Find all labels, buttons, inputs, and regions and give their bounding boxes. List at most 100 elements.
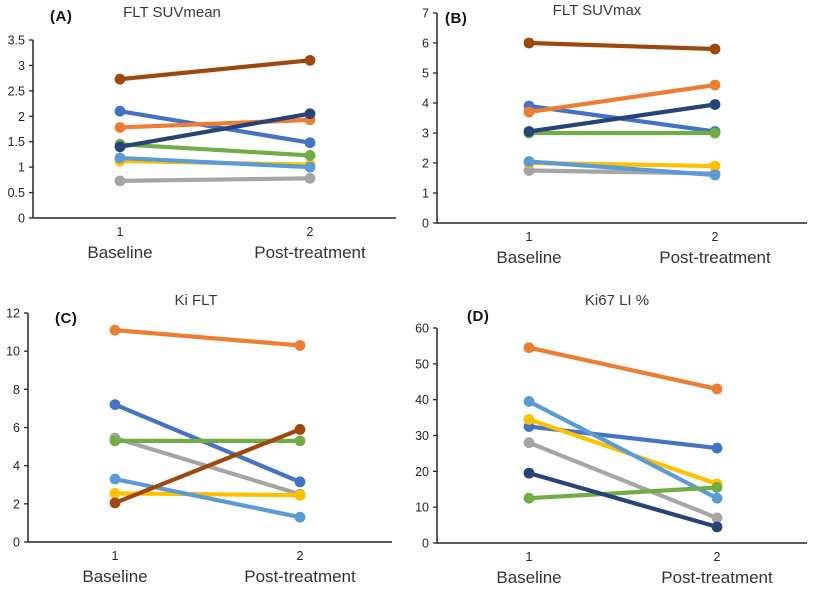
chart-title-a: FLT SUVmean [123,4,221,21]
data-point [294,340,306,351]
data-point [114,122,126,133]
y-tick-label: 3.5 [8,34,25,48]
series-line [112,402,303,484]
y-tick-label: 2.5 [8,84,25,98]
panel-a: (A) FLT SUVmean 0 0.5 1 1.5 2 2.5 3 3.5 1 2 Baseli… [0,0,407,290]
data-point [304,54,316,66]
chart-title-d: Ki67 LI % [584,292,650,309]
data-point [523,156,535,167]
y-tick-label: 1 [422,187,429,201]
series-blue [109,399,306,488]
data-point [523,126,535,137]
data-point [109,399,121,410]
series-navy [523,467,723,533]
data-point [523,492,535,504]
series-brown [114,54,316,85]
data-point [709,99,721,110]
series-line [117,142,313,158]
data-point [711,512,723,524]
series-brown [523,37,721,55]
data-point [294,476,306,488]
data-point [523,165,535,176]
data-point [711,383,723,395]
x-category-label: Post-treatment [254,243,366,262]
series-orange [523,342,723,395]
series-light-blue [109,473,306,523]
y-tick-label: 4 [422,97,429,111]
data-point [114,73,126,85]
y-tick-label: 7 [422,7,429,21]
y-tick-label: 30 [415,429,429,443]
series-line [117,58,313,82]
panel-label-b: (B) [445,10,468,27]
data-point [109,473,121,485]
series-line [117,176,313,183]
y-tick-label: 3 [18,59,25,73]
y-tick-label: 12 [6,307,20,321]
series-line [526,102,718,134]
series-line [526,471,720,529]
data-point [709,160,721,172]
data-point [114,152,126,164]
y-tick-label: 20 [415,465,429,479]
data-point [304,161,316,173]
series-line [526,485,720,501]
y-tick-label: 1 [18,161,25,175]
data-point [114,105,126,117]
y-tick-label: 4 [13,459,20,473]
data-point [711,521,723,533]
panel-label-c: (C) [55,310,78,327]
y-tick-label: 10 [415,501,429,515]
data-point [304,108,316,120]
x-category-label: Baseline [82,567,147,586]
series-light-blue [114,152,316,173]
panel-c: (C) Ki FLT 0 2 4 6 8 10 12 1 2 Baseline Post-treat… [0,290,407,592]
x-tick-label: 2 [297,549,304,563]
panel-b: (B) FLT SUVmax 0 1 2 3 4 5 6 7 1 2 Baseline Post-tr… [407,0,814,290]
data-point [523,437,535,449]
y-tick-label: 60 [415,322,429,336]
data-point [294,489,306,501]
series-line [112,427,303,505]
series-line [526,159,718,178]
series-navy [114,108,316,153]
x-category-label: Baseline [496,568,561,587]
data-point [711,492,723,504]
chart-title-c: Ki FLT [174,292,218,309]
data-point [109,497,121,509]
series-green [523,482,723,504]
y-tick-label: 3 [422,127,429,141]
y-tick-label: 5 [422,67,429,81]
x-tick-label: 2 [307,225,314,239]
series-brown [109,424,306,509]
y-tick-label: 40 [415,393,429,407]
data-point [523,342,535,354]
series-blue [114,105,316,149]
data-point [294,424,306,435]
panel-d: (D) Ki67 LI % 0 10 20 30 40 50 60 1 2 Baseline Pos… [407,290,814,592]
chart-plot-b: 0 1 2 3 4 5 6 7 1 2 Baseline Post-treatment [422,7,807,267]
x-category-label: Baseline [87,243,152,262]
data-point [114,141,126,153]
data-point [523,37,535,49]
series-line [112,491,303,498]
series-line [526,440,720,521]
data-point [523,413,535,425]
x-tick-label: 1 [526,230,533,244]
series-line [526,399,720,501]
series-light-blue [523,396,723,504]
chart-title-b: FLT SUVmax [552,2,642,19]
y-tick-label: 0 [18,212,25,226]
series-orange [523,79,721,118]
data-point [711,482,723,493]
y-tick-label: 0 [422,217,429,231]
y-tick-label: 0.5 [8,186,25,200]
x-category-label: Post-treatment [659,248,771,267]
x-tick-label: 2 [714,550,721,564]
panel-label-d: (D) [467,308,490,325]
y-tick-label: 0 [422,537,429,551]
x-tick-label: 1 [526,550,533,564]
series-line [117,109,313,145]
